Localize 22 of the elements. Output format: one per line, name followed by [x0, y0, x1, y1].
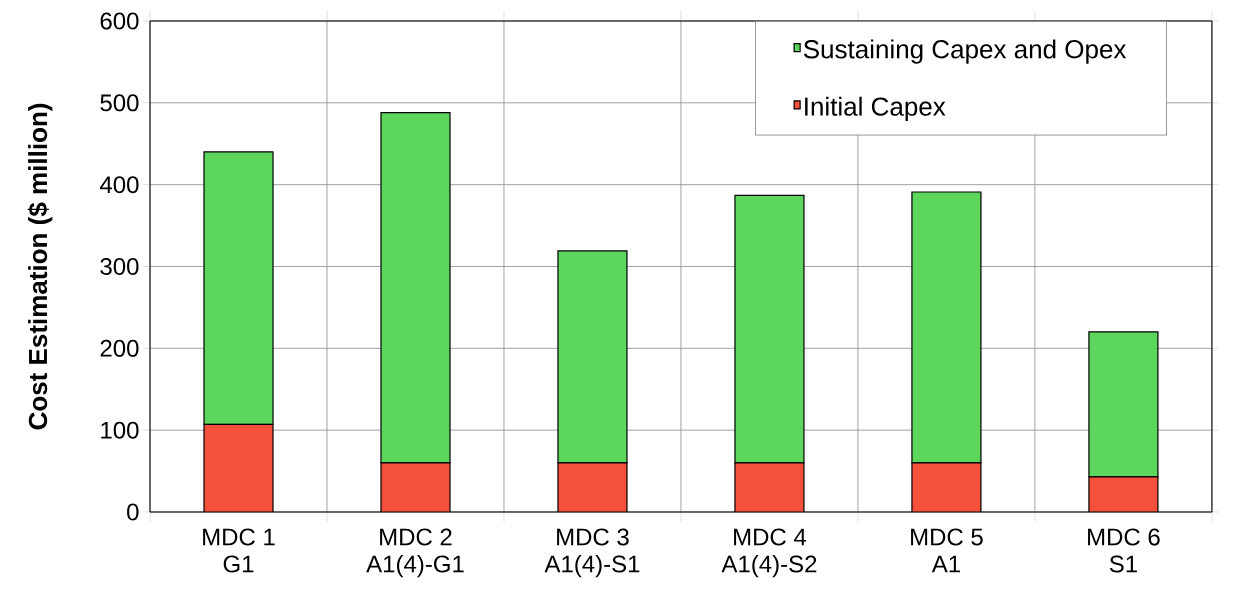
- y-tick-label: 300: [100, 258, 139, 275]
- bar: [203, 423, 274, 512]
- x-tick-label: MDC 6 S1: [1088, 528, 1160, 573]
- bar: [911, 462, 982, 512]
- y-tick-label: 0: [127, 503, 139, 521]
- x-tick-label: MDC 3 A1(4)-S1: [544, 528, 640, 578]
- y-tick-label: 100: [101, 421, 139, 439]
- x-tick-label: MDC 2 A1(4)-G1: [366, 528, 464, 578]
- bar: [557, 462, 628, 512]
- x-tick-label: MDC 1 G1: [203, 528, 275, 573]
- bar: [1088, 476, 1159, 512]
- x-tick-label: MDC 5 A1: [911, 528, 983, 573]
- y-axis-title: Cost Estimation ($ million): [27, 103, 53, 430]
- bar: [380, 462, 451, 512]
- legend-label: Initial Capex: [805, 96, 946, 121]
- y-tick-label: 500: [100, 94, 139, 112]
- y-tick-label: 200: [100, 339, 139, 357]
- x-tick-label: MDC 4 A1(4)-S2: [721, 528, 817, 578]
- y-tick-label: 400: [99, 176, 139, 194]
- bar: [734, 462, 805, 512]
- legend-label: Sustaining Capex and Opex: [803, 39, 1127, 64]
- y-tick-label: 600: [100, 12, 139, 30]
